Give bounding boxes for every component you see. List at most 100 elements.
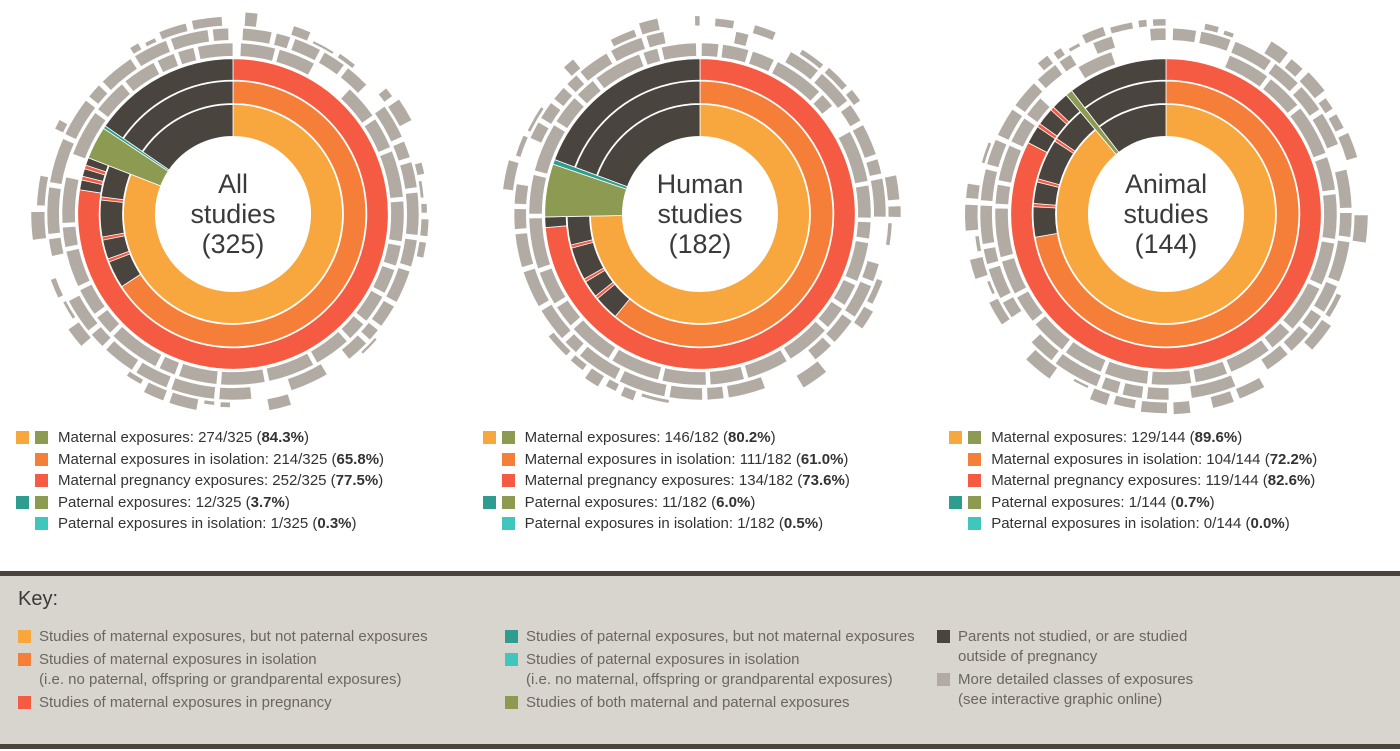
arc-segment	[713, 17, 735, 30]
chart-center-label: Animal	[1125, 169, 1207, 199]
chart-center-label: (144)	[1135, 229, 1198, 259]
legend-row-text: Paternal exposures in isolation: 1/182 (…	[524, 515, 824, 533]
arc-segment	[355, 289, 384, 322]
arc-segment	[67, 321, 93, 348]
legend-swatch-cell	[968, 517, 987, 531]
key-entry: More detailed classes of exposures (see i…	[937, 670, 1193, 710]
legend-row: Maternal pregnancy exposures: 119/144 (8…	[949, 470, 1400, 492]
legend-swatch-pregnancy	[501, 474, 515, 488]
arc-segment	[578, 345, 622, 381]
arc-segment	[1026, 97, 1052, 124]
arc-segment	[611, 348, 662, 381]
arc-segment	[1001, 257, 1028, 295]
arc-segment	[1002, 296, 1023, 319]
arc-segment	[817, 300, 844, 329]
key-column: Parents not studied, or are studied outsi…	[937, 627, 1193, 716]
arc-segment	[377, 87, 394, 103]
legend-row-text: Maternal exposures: 274/325 (84.3%)	[58, 429, 309, 447]
arc-segment	[239, 42, 277, 62]
arc-segment	[526, 106, 545, 133]
arc-segment	[574, 80, 701, 176]
arc-segment	[360, 321, 380, 341]
key-swatch-paternal	[505, 629, 518, 643]
arc-segment	[134, 39, 172, 68]
legend-human-studies: Maternal exposures: 146/182 (80.2%) Mater…	[467, 427, 934, 535]
arc-segment	[1226, 339, 1271, 373]
arc-segment	[1146, 386, 1170, 401]
arc-segment	[883, 174, 901, 202]
arc-segment	[852, 305, 874, 330]
arc-segment	[552, 159, 628, 190]
arc-segment	[965, 182, 982, 200]
arc-segment	[1052, 47, 1067, 61]
legend-row-percent: 65.8%	[336, 450, 380, 468]
arc-segment	[884, 222, 893, 247]
key-entry: Studies of paternal exposures, but not m…	[505, 627, 937, 647]
arc-segment	[220, 368, 266, 386]
arc-segment	[544, 58, 856, 370]
chart-center-label: All	[218, 169, 248, 199]
legend-swatch-cell	[501, 452, 521, 466]
arc-segment	[1037, 178, 1061, 188]
legend-row: Maternal exposures: 274/325 (84.3%)	[16, 427, 467, 449]
arc-segment	[399, 161, 418, 190]
legend-swatch-both	[501, 431, 515, 445]
arc-segment	[1172, 400, 1192, 415]
legend-swatch-cell	[482, 495, 502, 509]
arc-segment	[266, 393, 293, 412]
arc-segment	[1322, 193, 1339, 240]
arc-segment	[1065, 341, 1107, 373]
legend-swatch-cell	[501, 517, 521, 531]
arc-segment	[547, 331, 572, 357]
arc-segment	[287, 363, 329, 392]
arc-segment	[96, 308, 121, 334]
arc-segment	[1262, 78, 1299, 115]
arc-segment	[726, 376, 766, 399]
chart-center-label: studies	[1124, 199, 1209, 229]
legend-animal-studies: Maternal exposures: 129/144 (89.6%) Mater…	[933, 427, 1400, 535]
arc-segment	[1327, 239, 1351, 283]
arc-segment	[1092, 35, 1117, 55]
arc-segment	[340, 67, 368, 94]
arc-segment	[844, 240, 870, 283]
legend-row: Maternal exposures: 146/182 (80.2%)	[482, 427, 934, 449]
key-entry-text: Studies of maternal exposures, but not p…	[39, 627, 428, 645]
arc-segment	[1299, 71, 1327, 100]
key-entry-text: Studies of both maternal and paternal ex…	[526, 693, 850, 711]
arc-segment	[156, 52, 180, 74]
key-entry: Studies of paternal exposures in isolati…	[505, 650, 937, 690]
arc-segment	[887, 205, 902, 218]
arc-segment	[310, 330, 349, 364]
key-entry: Studies of maternal exposures in pregnan…	[18, 693, 505, 713]
chart-center-label: (182)	[669, 229, 732, 259]
arc-segment	[30, 211, 48, 241]
arc-segment	[998, 144, 1023, 184]
arc-segment	[123, 80, 234, 152]
legend-swatch-both	[35, 431, 48, 445]
arc-segment	[1058, 53, 1078, 73]
arc-segment	[168, 391, 200, 411]
arc-segment	[1037, 63, 1064, 90]
arc-segment	[419, 218, 430, 238]
key-entry-text: Studies of maternal exposures in isolati…	[39, 650, 402, 688]
arc-segment	[88, 84, 109, 105]
arc-segment	[668, 384, 703, 401]
legend-swatch-isolation	[501, 452, 515, 466]
arc-segment	[105, 340, 140, 371]
arc-segment	[363, 118, 392, 154]
key-swatch-both	[505, 695, 518, 709]
arc-segment	[79, 283, 107, 315]
legend-swatch-paternal	[16, 495, 29, 509]
arc-segment	[590, 104, 810, 324]
key-entry: Parents not studied, or are studied outsi…	[937, 627, 1193, 667]
arc-segment	[832, 278, 857, 306]
arc-segment	[158, 355, 181, 376]
arc-segment	[1338, 212, 1353, 238]
arc-segment	[77, 58, 389, 370]
arc-segment	[340, 315, 365, 340]
legend-swatch-both	[501, 495, 515, 509]
arc-segment	[1151, 369, 1193, 386]
legend-row-text: Paternal exposures in isolation: 0/144 (…	[991, 515, 1290, 533]
arc-segment	[529, 121, 550, 144]
